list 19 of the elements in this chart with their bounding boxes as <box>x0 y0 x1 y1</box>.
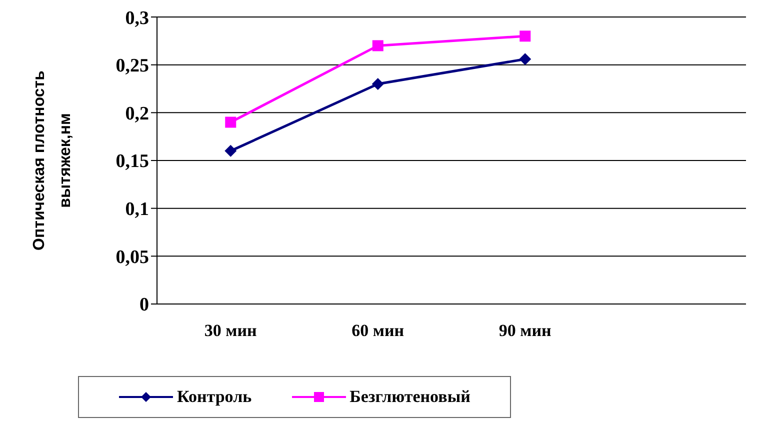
y-tick-label: 0 <box>140 294 149 316</box>
y-tick-label: 0,2 <box>125 103 149 124</box>
y-tick-label: 0,05 <box>116 246 149 268</box>
point <box>372 40 384 52</box>
point <box>519 53 532 66</box>
legend-label: Безглютеновый <box>348 387 470 407</box>
point <box>224 144 237 157</box>
point <box>372 78 384 90</box>
point <box>225 116 236 128</box>
y-tick-label: 0,15 <box>116 151 149 172</box>
x-tick-label: 30 мин <box>204 321 258 340</box>
y-tick-label: 0,1 <box>125 199 149 220</box>
x-tick-label: 90 мин <box>498 321 552 340</box>
legend-label: Контроль <box>176 387 252 407</box>
y-tick-label: 0,3 <box>125 8 149 29</box>
y-axis-title: Оптическая плотность вытяжек,нм <box>31 70 74 250</box>
x-tick-label: 60 мин <box>352 321 404 340</box>
point <box>520 30 531 42</box>
y-tick-label: 0,25 <box>116 56 149 77</box>
